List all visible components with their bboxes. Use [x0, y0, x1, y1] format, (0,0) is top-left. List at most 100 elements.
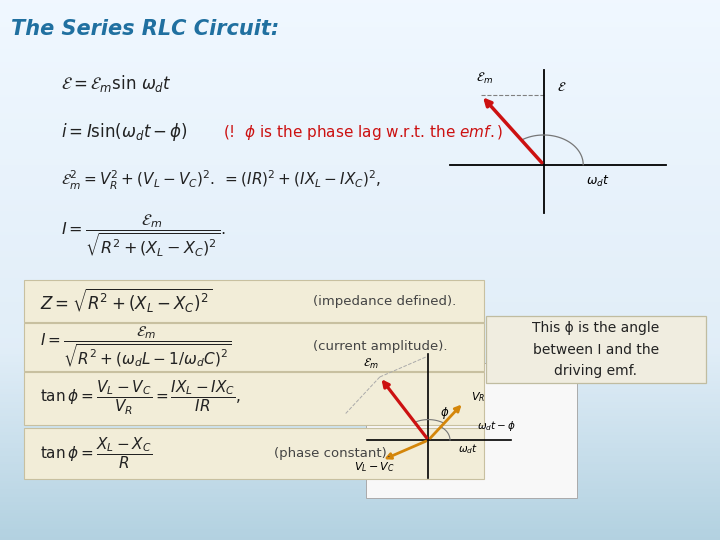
- Bar: [0, 462, 720, 464]
- Bar: [0, 319, 720, 321]
- Bar: [0, 327, 720, 329]
- Text: $\mathcal{E}$: $\mathcal{E}$: [557, 81, 566, 94]
- Bar: [0, 359, 720, 362]
- Bar: [0, 362, 720, 364]
- Bar: [0, 456, 720, 459]
- Bar: [0, 178, 720, 181]
- Text: $I = \dfrac{\mathcal{E}_m}{\sqrt{R^2 + (\omega_d L - 1/\omega_d C)^2}}$: $I = \dfrac{\mathcal{E}_m}{\sqrt{R^2 + (…: [40, 325, 231, 369]
- Bar: [0, 491, 720, 494]
- Bar: [0, 521, 720, 524]
- Bar: [0, 49, 720, 51]
- Bar: [0, 305, 720, 308]
- Bar: [0, 278, 720, 281]
- Bar: [0, 200, 720, 202]
- Bar: [0, 262, 720, 265]
- Bar: [0, 483, 720, 486]
- Bar: [0, 103, 720, 105]
- Bar: [0, 454, 720, 456]
- Bar: [0, 243, 720, 246]
- Bar: [0, 386, 720, 389]
- Bar: [0, 184, 720, 186]
- Bar: [0, 259, 720, 262]
- Bar: [0, 432, 720, 435]
- Bar: [0, 489, 720, 491]
- Bar: [0, 192, 720, 194]
- Bar: [0, 526, 720, 529]
- Bar: [0, 486, 720, 489]
- Bar: [0, 238, 720, 240]
- Bar: [0, 100, 720, 103]
- Text: $\omega_d t$: $\omega_d t$: [458, 442, 478, 456]
- Bar: [0, 213, 720, 216]
- Bar: [0, 92, 720, 94]
- Bar: [0, 470, 720, 472]
- Bar: [0, 313, 720, 316]
- Text: $V_L - V_C$: $V_L - V_C$: [354, 460, 395, 474]
- Bar: [0, 211, 720, 213]
- Bar: [0, 240, 720, 243]
- Bar: [0, 116, 720, 119]
- Bar: [0, 130, 720, 132]
- Bar: [0, 443, 720, 445]
- Bar: [0, 251, 720, 254]
- Bar: [0, 124, 720, 127]
- Bar: [0, 500, 720, 502]
- Bar: [0, 402, 720, 405]
- Bar: [0, 59, 720, 62]
- Bar: [0, 332, 720, 335]
- Bar: [0, 435, 720, 437]
- Bar: [0, 510, 720, 513]
- Bar: [0, 70, 720, 73]
- Bar: [0, 0, 720, 3]
- Bar: [0, 256, 720, 259]
- Bar: [0, 335, 720, 338]
- FancyBboxPatch shape: [486, 316, 706, 383]
- Bar: [0, 22, 720, 24]
- Bar: [0, 265, 720, 267]
- Bar: [0, 54, 720, 57]
- Bar: [0, 424, 720, 427]
- Bar: [0, 94, 720, 97]
- Bar: [0, 316, 720, 319]
- Bar: [0, 24, 720, 27]
- Bar: [0, 343, 720, 346]
- Bar: [0, 208, 720, 211]
- Bar: [0, 524, 720, 526]
- Bar: [0, 437, 720, 440]
- Bar: [0, 8, 720, 11]
- Bar: [0, 405, 720, 408]
- Bar: [0, 464, 720, 467]
- Bar: [0, 62, 720, 65]
- Text: $\mathcal{E}_m$: $\mathcal{E}_m$: [363, 357, 379, 372]
- Bar: [0, 389, 720, 392]
- Text: The Series RLC Circuit:: The Series RLC Circuit:: [11, 19, 279, 39]
- Bar: [0, 165, 720, 167]
- Text: $Z = \sqrt{R^2 + (X_L - X_C)^2}$: $Z = \sqrt{R^2 + (X_L - X_C)^2}$: [40, 287, 212, 315]
- Bar: [0, 481, 720, 483]
- Bar: [0, 35, 720, 38]
- Bar: [0, 19, 720, 22]
- Bar: [0, 248, 720, 251]
- Bar: [0, 537, 720, 540]
- Bar: [0, 143, 720, 146]
- Bar: [0, 516, 720, 518]
- Bar: [0, 176, 720, 178]
- Bar: [0, 151, 720, 154]
- Bar: [0, 310, 720, 313]
- Bar: [0, 119, 720, 122]
- Text: $V_R$: $V_R$: [471, 390, 485, 403]
- Bar: [0, 202, 720, 205]
- Bar: [0, 181, 720, 184]
- Bar: [0, 108, 720, 111]
- Bar: [0, 308, 720, 310]
- Bar: [0, 132, 720, 135]
- Bar: [0, 354, 720, 356]
- Bar: [0, 76, 720, 78]
- Text: $\phi$: $\phi$: [439, 405, 449, 421]
- Bar: [0, 302, 720, 305]
- Bar: [0, 97, 720, 100]
- Bar: [0, 81, 720, 84]
- FancyBboxPatch shape: [24, 428, 484, 479]
- Bar: [0, 472, 720, 475]
- Text: $\omega_d t$: $\omega_d t$: [586, 174, 609, 190]
